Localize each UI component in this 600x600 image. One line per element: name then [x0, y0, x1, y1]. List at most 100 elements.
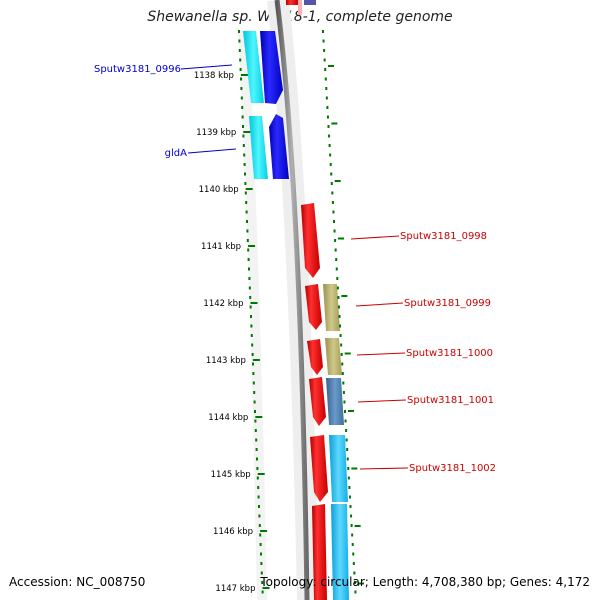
- scale-dot-left: [253, 391, 256, 394]
- scale-dot-left: [255, 448, 258, 451]
- scale-dot-left: [247, 258, 250, 261]
- forward-gene-arrow-1002: [310, 435, 328, 502]
- tick-mark: [260, 530, 268, 532]
- scale-dot-left: [244, 182, 247, 185]
- scale-minor-dash: [338, 237, 345, 240]
- scale-dot-right: [351, 533, 354, 537]
- scale-dot-left: [252, 381, 255, 385]
- scale-dot-left: [254, 419, 257, 423]
- gene-feature-top-blue: [304, 0, 316, 5]
- scale-dot-left: [251, 343, 254, 347]
- scale-dot-left: [250, 334, 253, 337]
- scale-dot-right: [324, 68, 327, 71]
- scale-dot-right: [354, 590, 357, 594]
- tick-label: 1146 kbp: [213, 527, 253, 537]
- scale-dot-left: [247, 248, 250, 252]
- scale-dot-right: [332, 210, 335, 214]
- scale-minor-dash: [351, 467, 358, 470]
- scale-dot-left: [238, 39, 241, 43]
- topology-label: Topology: circular; Length: 4,708,380 bp…: [260, 575, 590, 589]
- sky-track-block-1002: [329, 435, 348, 502]
- gene-label: Sputw3181_0999: [404, 298, 491, 309]
- scale-dot-right: [347, 476, 350, 480]
- gene-sputw3181-0996: [243, 31, 283, 104]
- forward-gene-arrow-1001: [309, 377, 326, 426]
- scale-dot-right: [335, 258, 338, 261]
- gene-label: Sputw3181_1002: [409, 463, 496, 474]
- scale-dot-right: [337, 305, 340, 309]
- scale-dot-right: [328, 134, 331, 138]
- gene-leader-line: [350, 235, 400, 240]
- tick-mark: [240, 74, 248, 76]
- scale-dot-right: [331, 201, 334, 204]
- scale-dot-right: [323, 49, 326, 52]
- scale-dot-right: [325, 87, 328, 90]
- tick-mark: [243, 131, 251, 133]
- scale-dot-right: [342, 381, 345, 385]
- scale-dot-left: [242, 125, 244, 128]
- scale-dot-right: [333, 229, 336, 233]
- forward-gene-arrow-0999: [305, 284, 322, 330]
- scale-dot-right: [348, 486, 351, 489]
- tick-mark: [255, 416, 263, 418]
- tick-label: 1141 kbp: [201, 242, 241, 252]
- scale-dot-right: [341, 362, 344, 366]
- scale-dot-right: [329, 163, 332, 166]
- sky-track-block-bottom: [331, 504, 349, 600]
- scale-dot-left: [252, 372, 255, 375]
- scale-dot-right: [347, 467, 350, 470]
- scale-dot-left: [256, 467, 259, 470]
- scale-ticks: 1138 kbp 1139 kbp 1140 kbp 1141 kbp 1142 kbp…: [194, 71, 270, 594]
- scale-dot-left: [242, 134, 245, 138]
- scale-dot-right: [331, 191, 334, 195]
- scale-dot-left: [239, 58, 242, 62]
- gene-leader-line: [356, 352, 406, 356]
- scale-dot-left: [258, 524, 261, 527]
- gene-leader-line: [355, 302, 404, 307]
- forward-gene-arrow-0998: [301, 203, 320, 278]
- tick-label: 1144 kbp: [208, 413, 248, 423]
- scale-dot-right: [345, 438, 348, 442]
- gene-label: Sputw3181_0996: [94, 64, 181, 75]
- scale-dot-right: [337, 296, 340, 299]
- scale-dot-left: [243, 163, 246, 166]
- scale-dot-right: [353, 581, 356, 584]
- scale-dot-left: [243, 153, 246, 157]
- scale-dot-left: [255, 438, 258, 442]
- reverse-gene-arrow: [269, 114, 289, 179]
- scale-dot-left: [248, 267, 250, 271]
- scale-dot-right: [324, 77, 327, 81]
- gene-leader-line: [357, 399, 407, 403]
- scale-dot-right: [327, 125, 330, 128]
- scale-dot-right: [335, 267, 338, 271]
- scale-dot-left: [254, 410, 256, 413]
- scale-dot-right: [334, 239, 337, 242]
- tick-mark: [248, 245, 256, 247]
- scale-dot-left: [260, 571, 263, 575]
- scale-dot-right: [340, 343, 343, 347]
- scale-dot-right: [352, 552, 355, 556]
- scale-dot-right: [344, 410, 346, 413]
- scale-dot-right: [339, 334, 342, 337]
- scale-dot-left: [245, 201, 248, 204]
- tick-mark: [262, 587, 270, 589]
- forward-gene-arrow-1000: [307, 339, 323, 375]
- scale-dot-right: [329, 153, 332, 157]
- scale-dot-left: [240, 87, 243, 90]
- scale-minor-dash: [344, 352, 351, 355]
- scale-dot-left: [258, 505, 260, 508]
- scale-dot-left: [242, 144, 245, 147]
- scale-dot-left: [248, 277, 251, 280]
- scale-dot-right: [323, 58, 326, 62]
- gene-label: Sputw3181_1001: [407, 395, 494, 406]
- scale-dot-left: [239, 68, 242, 71]
- tick-label: 1140 kbp: [199, 185, 239, 195]
- scale-dot-left: [260, 552, 262, 556]
- tick-label: 1145 kbp: [211, 470, 251, 480]
- scale-dot-right: [333, 220, 335, 223]
- gene-feature-top-red: [286, 0, 298, 5]
- scale-dot-left: [244, 191, 247, 195]
- scale-dot-right: [339, 324, 342, 328]
- scale-dot-right: [350, 524, 353, 527]
